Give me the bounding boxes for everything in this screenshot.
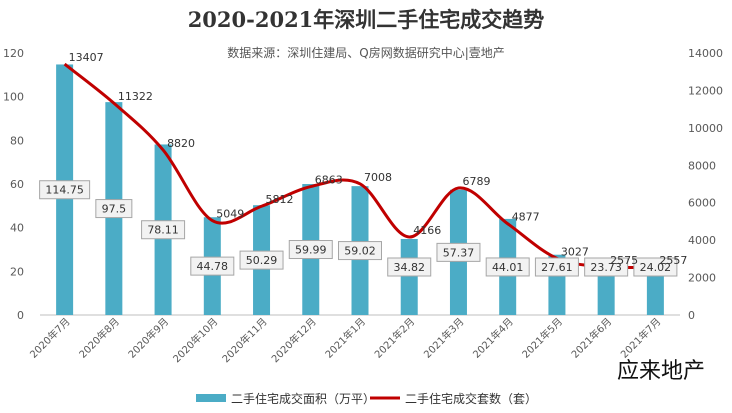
x-tick-label: 2021年6月 (568, 315, 614, 361)
x-tick-label: 2020年11月 (219, 315, 269, 365)
line-value-label: 7008 (364, 171, 392, 184)
legend-line-label: 二手住宅成交套数（套） (405, 391, 537, 406)
line-data-labels: 13407 11322 8820 5049 5812 6863 7008 4166 6789 48… (69, 51, 688, 267)
right-tick-label: 12000 (688, 84, 723, 97)
x-tick-label: 2020年7月 (27, 315, 73, 361)
x-tick-label: 2020年8月 (76, 315, 122, 361)
bar-value-box (190, 256, 235, 276)
x-tick-label: 2021年4月 (470, 315, 516, 361)
bar-value-box (239, 250, 284, 270)
line-value-label: 3027 (561, 245, 589, 258)
x-tick-label: 2020年9月 (125, 315, 171, 361)
watermark-text: 应来地产 (617, 359, 705, 384)
line-value-label: 4877 (512, 211, 540, 224)
bar-value-label: 50.29 (246, 254, 278, 267)
right-tick-label: 2000 (688, 272, 716, 285)
right-tick-label: 10000 (688, 122, 723, 135)
left-tick-label: 0 (17, 309, 24, 322)
x-tick-label: 2020年12月 (269, 315, 319, 365)
line-value-label: 8820 (167, 137, 195, 150)
line-value-label: 13407 (69, 51, 104, 64)
bar (400, 238, 418, 315)
left-tick-label: 80 (10, 134, 24, 147)
bar-value-box (584, 257, 629, 277)
x-tick-label: 2021年5月 (519, 315, 565, 361)
left-tick-label: 40 (10, 222, 24, 235)
bar-value-box (485, 257, 530, 277)
left-tick-label: 60 (10, 178, 24, 191)
x-tick-label: 2021年3月 (421, 315, 467, 361)
bar-value-box (141, 220, 186, 240)
bar-value-label: 44.78 (197, 260, 229, 273)
bar-value-box (633, 257, 678, 277)
line-value-label: 6863 (315, 174, 343, 187)
left-tick-label: 100 (3, 91, 24, 104)
bar-value-box (436, 242, 481, 262)
bar-value-label: 27.61 (541, 261, 573, 274)
bar-value-box (39, 180, 91, 200)
right-tick-label: 4000 (688, 234, 716, 247)
left-axis: 0 20 40 60 80 100 120 (3, 47, 24, 322)
line-value-label: 6789 (462, 175, 490, 188)
bar-data-labels: 114.75 97.5 78.11 44.78 50.29 59.99 59.02 34.82… (39, 180, 678, 277)
left-tick-label: 120 (3, 47, 24, 60)
bar-value-label: 114.75 (45, 184, 84, 197)
bar-value-label: 59.02 (344, 245, 376, 258)
legend-bar-label: 二手住宅成交面积（万平） (231, 391, 375, 406)
x-tick-label: 2021年1月 (322, 315, 368, 361)
bar-value-box (288, 240, 333, 260)
right-tick-label: 8000 (688, 159, 716, 172)
bar-value-label: 57.37 (443, 246, 475, 259)
right-tick-label: 14000 (688, 47, 723, 60)
bar-value-label: 23.73 (590, 261, 622, 274)
bar-value-box (338, 241, 382, 261)
right-axis: 0 2000 4000 6000 8000 10000 12000 14000 (688, 47, 723, 322)
x-tick-label: 2021年7月 (618, 315, 664, 361)
bar-value-label: 34.82 (393, 261, 425, 274)
chart-subtitle: 数据来源：深圳住建局、Q房网数据研究中心|壹地产 (227, 45, 505, 60)
bar-value-label: 44.01 (492, 261, 524, 274)
x-tick-label: 2020年10月 (170, 315, 220, 365)
line-value-label: 5812 (266, 193, 294, 206)
line-value-label: 4166 (413, 224, 441, 237)
bar-value-box (534, 257, 579, 277)
bar-value-box (387, 257, 432, 277)
left-tick-label: 20 (10, 265, 24, 278)
line-value-label: 11322 (118, 90, 153, 103)
bar-value-label: 59.99 (295, 244, 327, 257)
line-value-label: 2557 (659, 254, 687, 267)
chart-title: 2020-2021年深圳二手住宅成交趋势 (188, 7, 545, 32)
x-tick-label: 2021年2月 (372, 315, 418, 361)
bar-value-box (95, 199, 133, 219)
right-tick-label: 0 (688, 309, 695, 322)
legend-bar-swatch (196, 394, 226, 402)
bar-value-label: 78.11 (147, 224, 179, 237)
bar-value-label: 24.02 (640, 261, 672, 274)
right-tick-label: 6000 (688, 197, 716, 210)
line-value-label: 2575 (610, 254, 638, 267)
x-axis: 2020年7月 2020年8月 2020年9月 2020年10月 2020年11月 202… (27, 315, 664, 365)
line-value-label: 5049 (216, 208, 244, 221)
line-series (63, 62, 656, 270)
bar-value-label: 97.5 (102, 203, 127, 216)
legend: 二手住宅成交面积（万平） 二手住宅成交套数（套） (196, 391, 537, 406)
